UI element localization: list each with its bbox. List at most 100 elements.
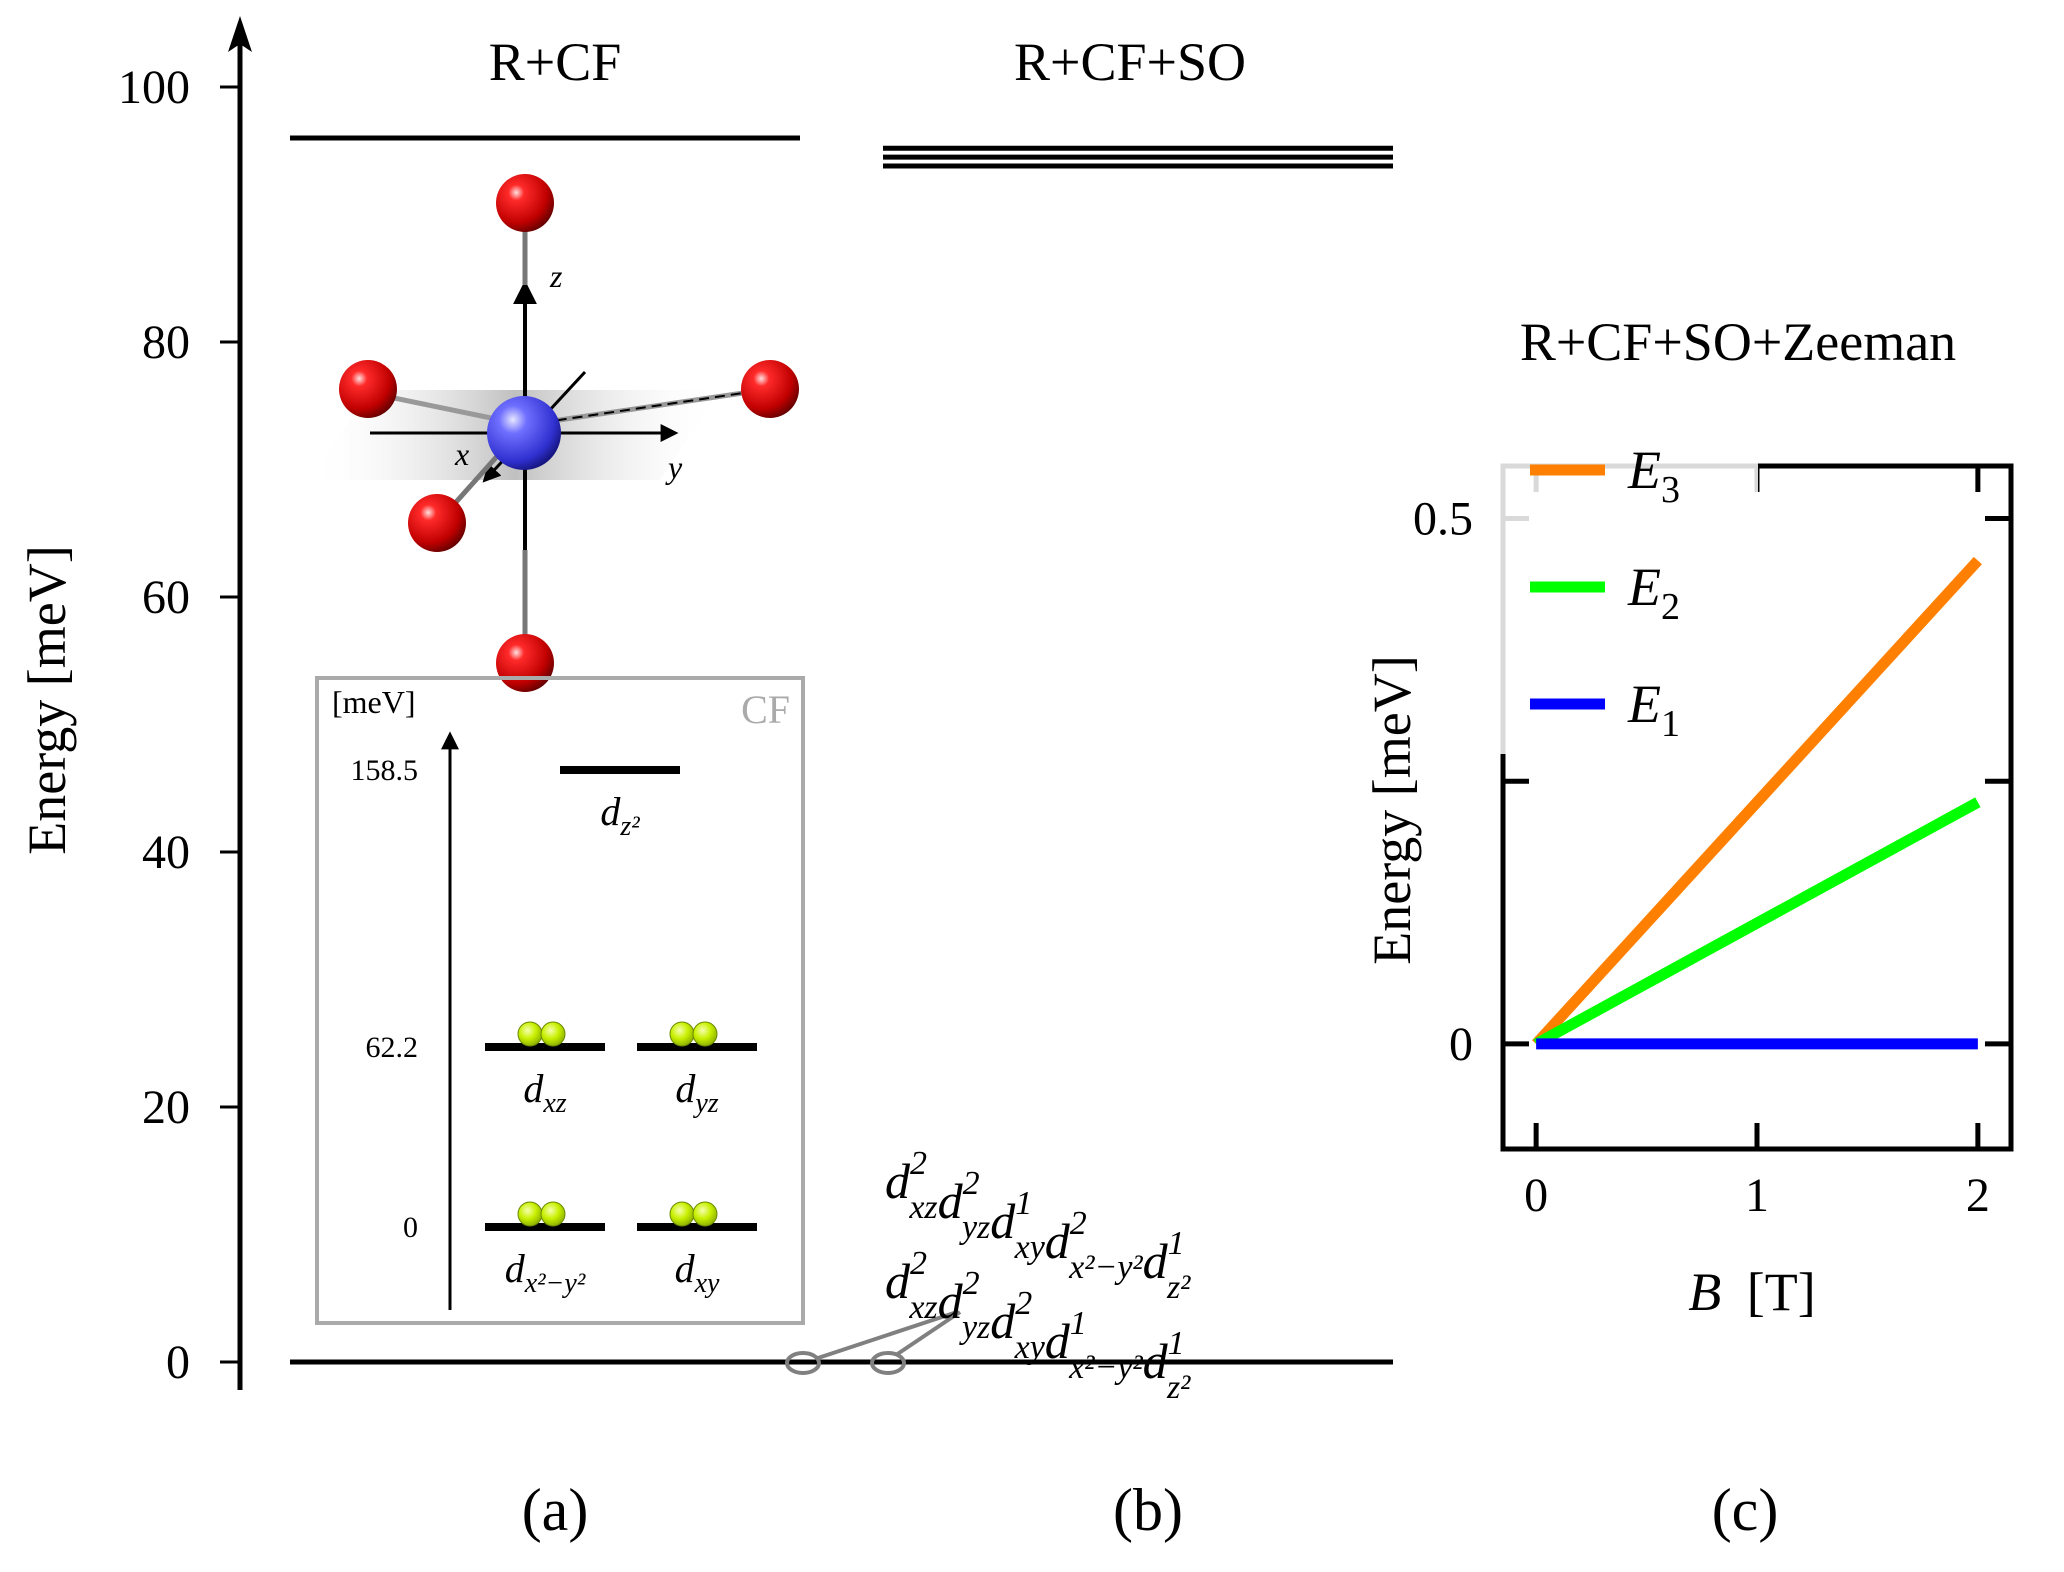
orbital-label: dxz: [523, 1066, 566, 1119]
inset-orbital: dz²: [560, 766, 680, 842]
inset-orbital: dxy: [637, 1201, 757, 1299]
callout-ring-left: [785, 1351, 821, 1375]
b-title: R+CF+SO: [1014, 32, 1246, 92]
config-orbital-label: x²−y²: [1068, 1249, 1143, 1286]
legend-label-E2: E2: [1627, 557, 1680, 628]
config-occupation: 2: [1015, 1285, 1032, 1322]
config-occupation: 2: [1070, 1205, 1087, 1242]
callout-line-right: [894, 1310, 962, 1357]
config-orbital: d: [990, 1193, 1016, 1249]
config-orbital: d: [990, 1293, 1016, 1349]
orbital-label: dx²−y²: [505, 1246, 586, 1299]
orbital-label: dyz: [675, 1066, 718, 1119]
config-orbital-label: x²−y²: [1068, 1349, 1143, 1386]
a-title: R+CF: [489, 32, 622, 92]
inset-orbital: dxz: [485, 1021, 605, 1119]
ligand-top: [496, 174, 554, 232]
c-x-tick-label: 2: [1966, 1169, 1990, 1222]
orbital-subscript: x²−y²: [524, 1268, 586, 1299]
ligand-front: [408, 494, 466, 552]
config-orbital-label: xz: [908, 1189, 937, 1226]
orbital-label: dxy: [675, 1246, 720, 1299]
electron-configuration-2: d2 xzd2 yzd2 xyd1 x²−y²d1 z²: [885, 1245, 1191, 1406]
orbital-label: dz²: [600, 789, 640, 842]
a-y-axis-label: Energy [meV]: [17, 545, 77, 854]
config-occupation: 2: [910, 1245, 927, 1282]
orbital-subscript: yz: [692, 1088, 718, 1119]
orbital-symbol: d: [675, 1066, 696, 1111]
c-y-axis-label: Energy [meV]: [1362, 655, 1422, 964]
c-x-symbol: B: [1688, 1262, 1721, 1322]
a-axis-arrowhead: [228, 16, 252, 52]
electron: [540, 1201, 566, 1227]
inset-tick-label: 158.5: [351, 754, 419, 787]
c-series: [1532, 556, 1982, 1050]
config-occupation: 1: [1168, 1325, 1185, 1362]
c-x-tick-label: 0: [1524, 1169, 1548, 1222]
electron: [669, 1201, 695, 1227]
orbital-symbol: d: [600, 789, 621, 834]
config-orbital: d: [1143, 1233, 1169, 1289]
a-levels: [290, 135, 800, 1365]
c-title: R+CF+SO+Zeeman: [1520, 312, 1956, 372]
config-orbital-label: xy: [1014, 1329, 1046, 1366]
a-tick-label: 60: [142, 571, 190, 624]
config-orbital: d: [1143, 1333, 1169, 1389]
callout-ring-right: [870, 1351, 906, 1375]
series-line-E3: [1532, 556, 1982, 1048]
legend-symbol: E: [1627, 557, 1661, 617]
config-occupation: 1: [1070, 1305, 1087, 1342]
ligand-left: [339, 360, 397, 418]
legend-symbol: E: [1627, 440, 1661, 500]
inset-orbital: dyz: [637, 1021, 757, 1119]
legend-symbol: E: [1627, 674, 1661, 734]
ground-doublet-callout: [785, 1310, 962, 1375]
inset-orbital: dx²−y²: [485, 1201, 605, 1299]
a-tick-label: 0: [166, 1336, 190, 1389]
c-x-unit: [T]: [1747, 1262, 1816, 1322]
c-panel-label: (c): [1712, 1477, 1779, 1543]
config-orbital: d: [1045, 1213, 1071, 1269]
inset-tick-label: 62.2: [366, 1031, 419, 1064]
orbital-subscript: xz: [542, 1088, 566, 1119]
electron: [517, 1021, 543, 1047]
electron: [692, 1021, 718, 1047]
inset-label: CF: [741, 687, 790, 732]
bond-right-dash: [524, 391, 751, 426]
electron: [692, 1201, 718, 1227]
c-x-tick-label: 1: [1745, 1169, 1769, 1222]
a-tick-label: 80: [142, 316, 190, 369]
legend-label-E3: E3: [1627, 440, 1680, 511]
panel-b: R+CF+SO d2 xzd2 yzd1 xyd2 x²−y²d1 z² d2 xzd2 yz…: [785, 32, 1393, 1543]
orbital-symbol: d: [675, 1246, 696, 1291]
inset-ticks: 0 62.2 158.5: [351, 754, 419, 1244]
legend-subscript: 1: [1661, 703, 1680, 745]
config-occupation: 1: [1015, 1185, 1032, 1222]
config-orbital: d: [885, 1153, 911, 1209]
config-orbital-label: yz: [959, 1309, 990, 1346]
a-tick-label: 100: [118, 61, 190, 114]
electron: [540, 1021, 566, 1047]
a-tick-label: 20: [142, 1081, 190, 1134]
inset-tick-label: 0: [403, 1211, 418, 1244]
config-orbital-label: xz: [908, 1289, 937, 1326]
orbital-subscript: z²: [619, 811, 640, 842]
config-occupation: 2: [963, 1165, 980, 1202]
config-orbital-label: xy: [1014, 1229, 1046, 1266]
inset-frame: [315, 676, 805, 1325]
central-ion: [487, 396, 561, 470]
legend-label-E1: E1: [1627, 674, 1680, 745]
orbital-subscript: xy: [694, 1268, 720, 1299]
config-orbital-label: yz: [959, 1209, 990, 1246]
electron: [517, 1201, 543, 1227]
config-orbital: d: [938, 1273, 964, 1329]
a-panel-label: (a): [522, 1477, 589, 1543]
inset-unit: [meV]: [332, 684, 416, 720]
a-energy-axis: [228, 16, 252, 1390]
ligand-bottom: [496, 634, 554, 692]
config-orbital-label: z²: [1166, 1269, 1191, 1306]
